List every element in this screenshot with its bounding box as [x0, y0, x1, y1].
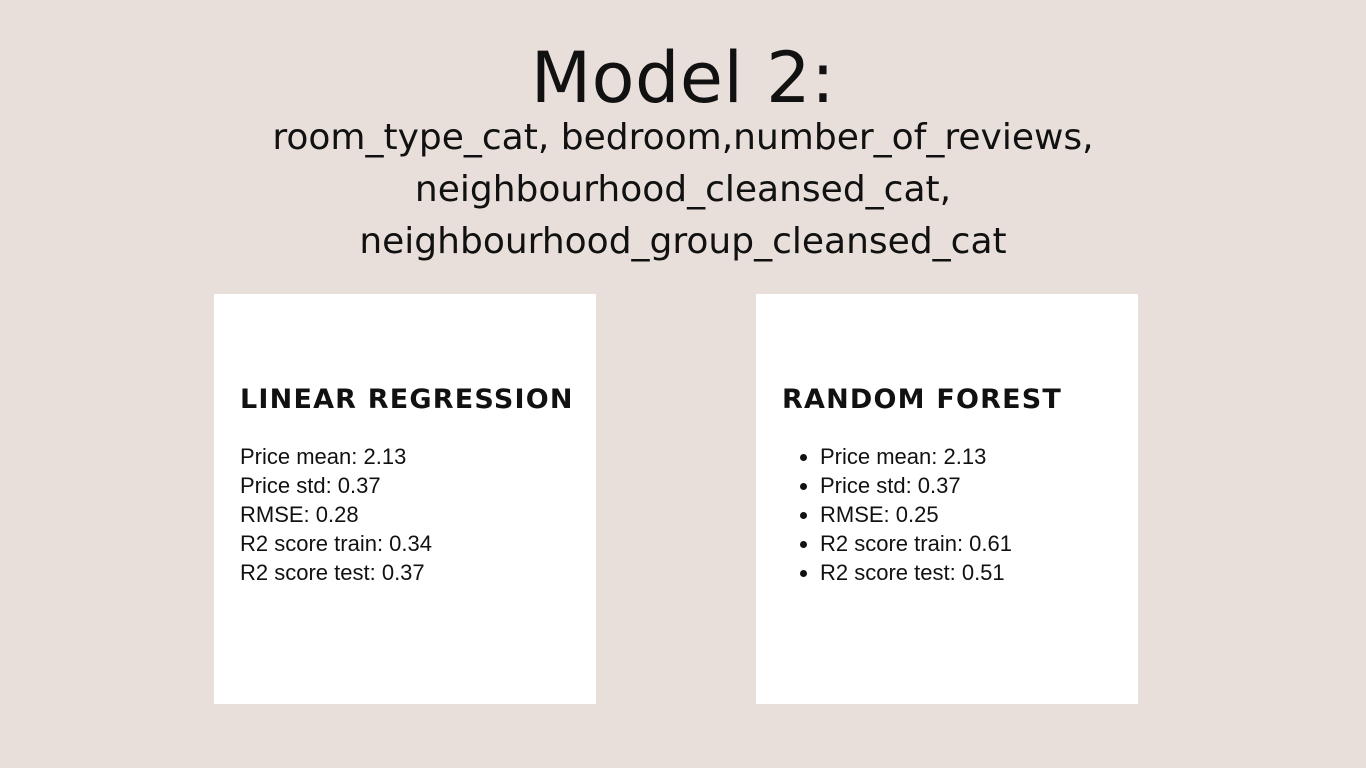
- metric-item: RMSE: 0.28: [240, 502, 359, 527]
- metric-item: Price mean: 2.13: [240, 444, 407, 469]
- metric-item: Price std: 0.37: [820, 471, 1012, 500]
- card-heading: LINEAR REGRESSION: [240, 384, 574, 415]
- metrics-list: Price mean: 2.13 Price std: 0.37 RMSE: 0…: [782, 442, 1012, 587]
- metric-item: RMSE: 0.25: [820, 500, 1012, 529]
- metric-item: R2 score test: 0.51: [820, 558, 1012, 587]
- random-forest-card: RANDOM FOREST Price mean: 2.13 Price std…: [756, 294, 1138, 704]
- feature-line: neighbourhood_cleansed_cat,: [414, 169, 952, 210]
- feature-list: room_type_cat, bedroom,number_of_reviews…: [0, 112, 1366, 268]
- card-heading: RANDOM FOREST: [782, 384, 1063, 415]
- feature-line: room_type_cat, bedroom,number_of_reviews…: [272, 117, 1094, 158]
- metric-item: Price mean: 2.13: [820, 442, 1012, 471]
- page-title: Model 2:: [530, 37, 836, 119]
- linear-regression-card: LINEAR REGRESSION Price mean: 2.13 Price…: [214, 294, 596, 704]
- metric-item: R2 score train: 0.34: [240, 531, 432, 556]
- metrics-list: Price mean: 2.13 Price std: 0.37 RMSE: 0…: [240, 442, 432, 587]
- feature-line: neighbourhood_group_cleansed_cat: [359, 221, 1007, 262]
- metric-item: R2 score train: 0.61: [820, 529, 1012, 558]
- metric-item: Price std: 0.37: [240, 473, 381, 498]
- metric-item: R2 score test: 0.37: [240, 560, 425, 585]
